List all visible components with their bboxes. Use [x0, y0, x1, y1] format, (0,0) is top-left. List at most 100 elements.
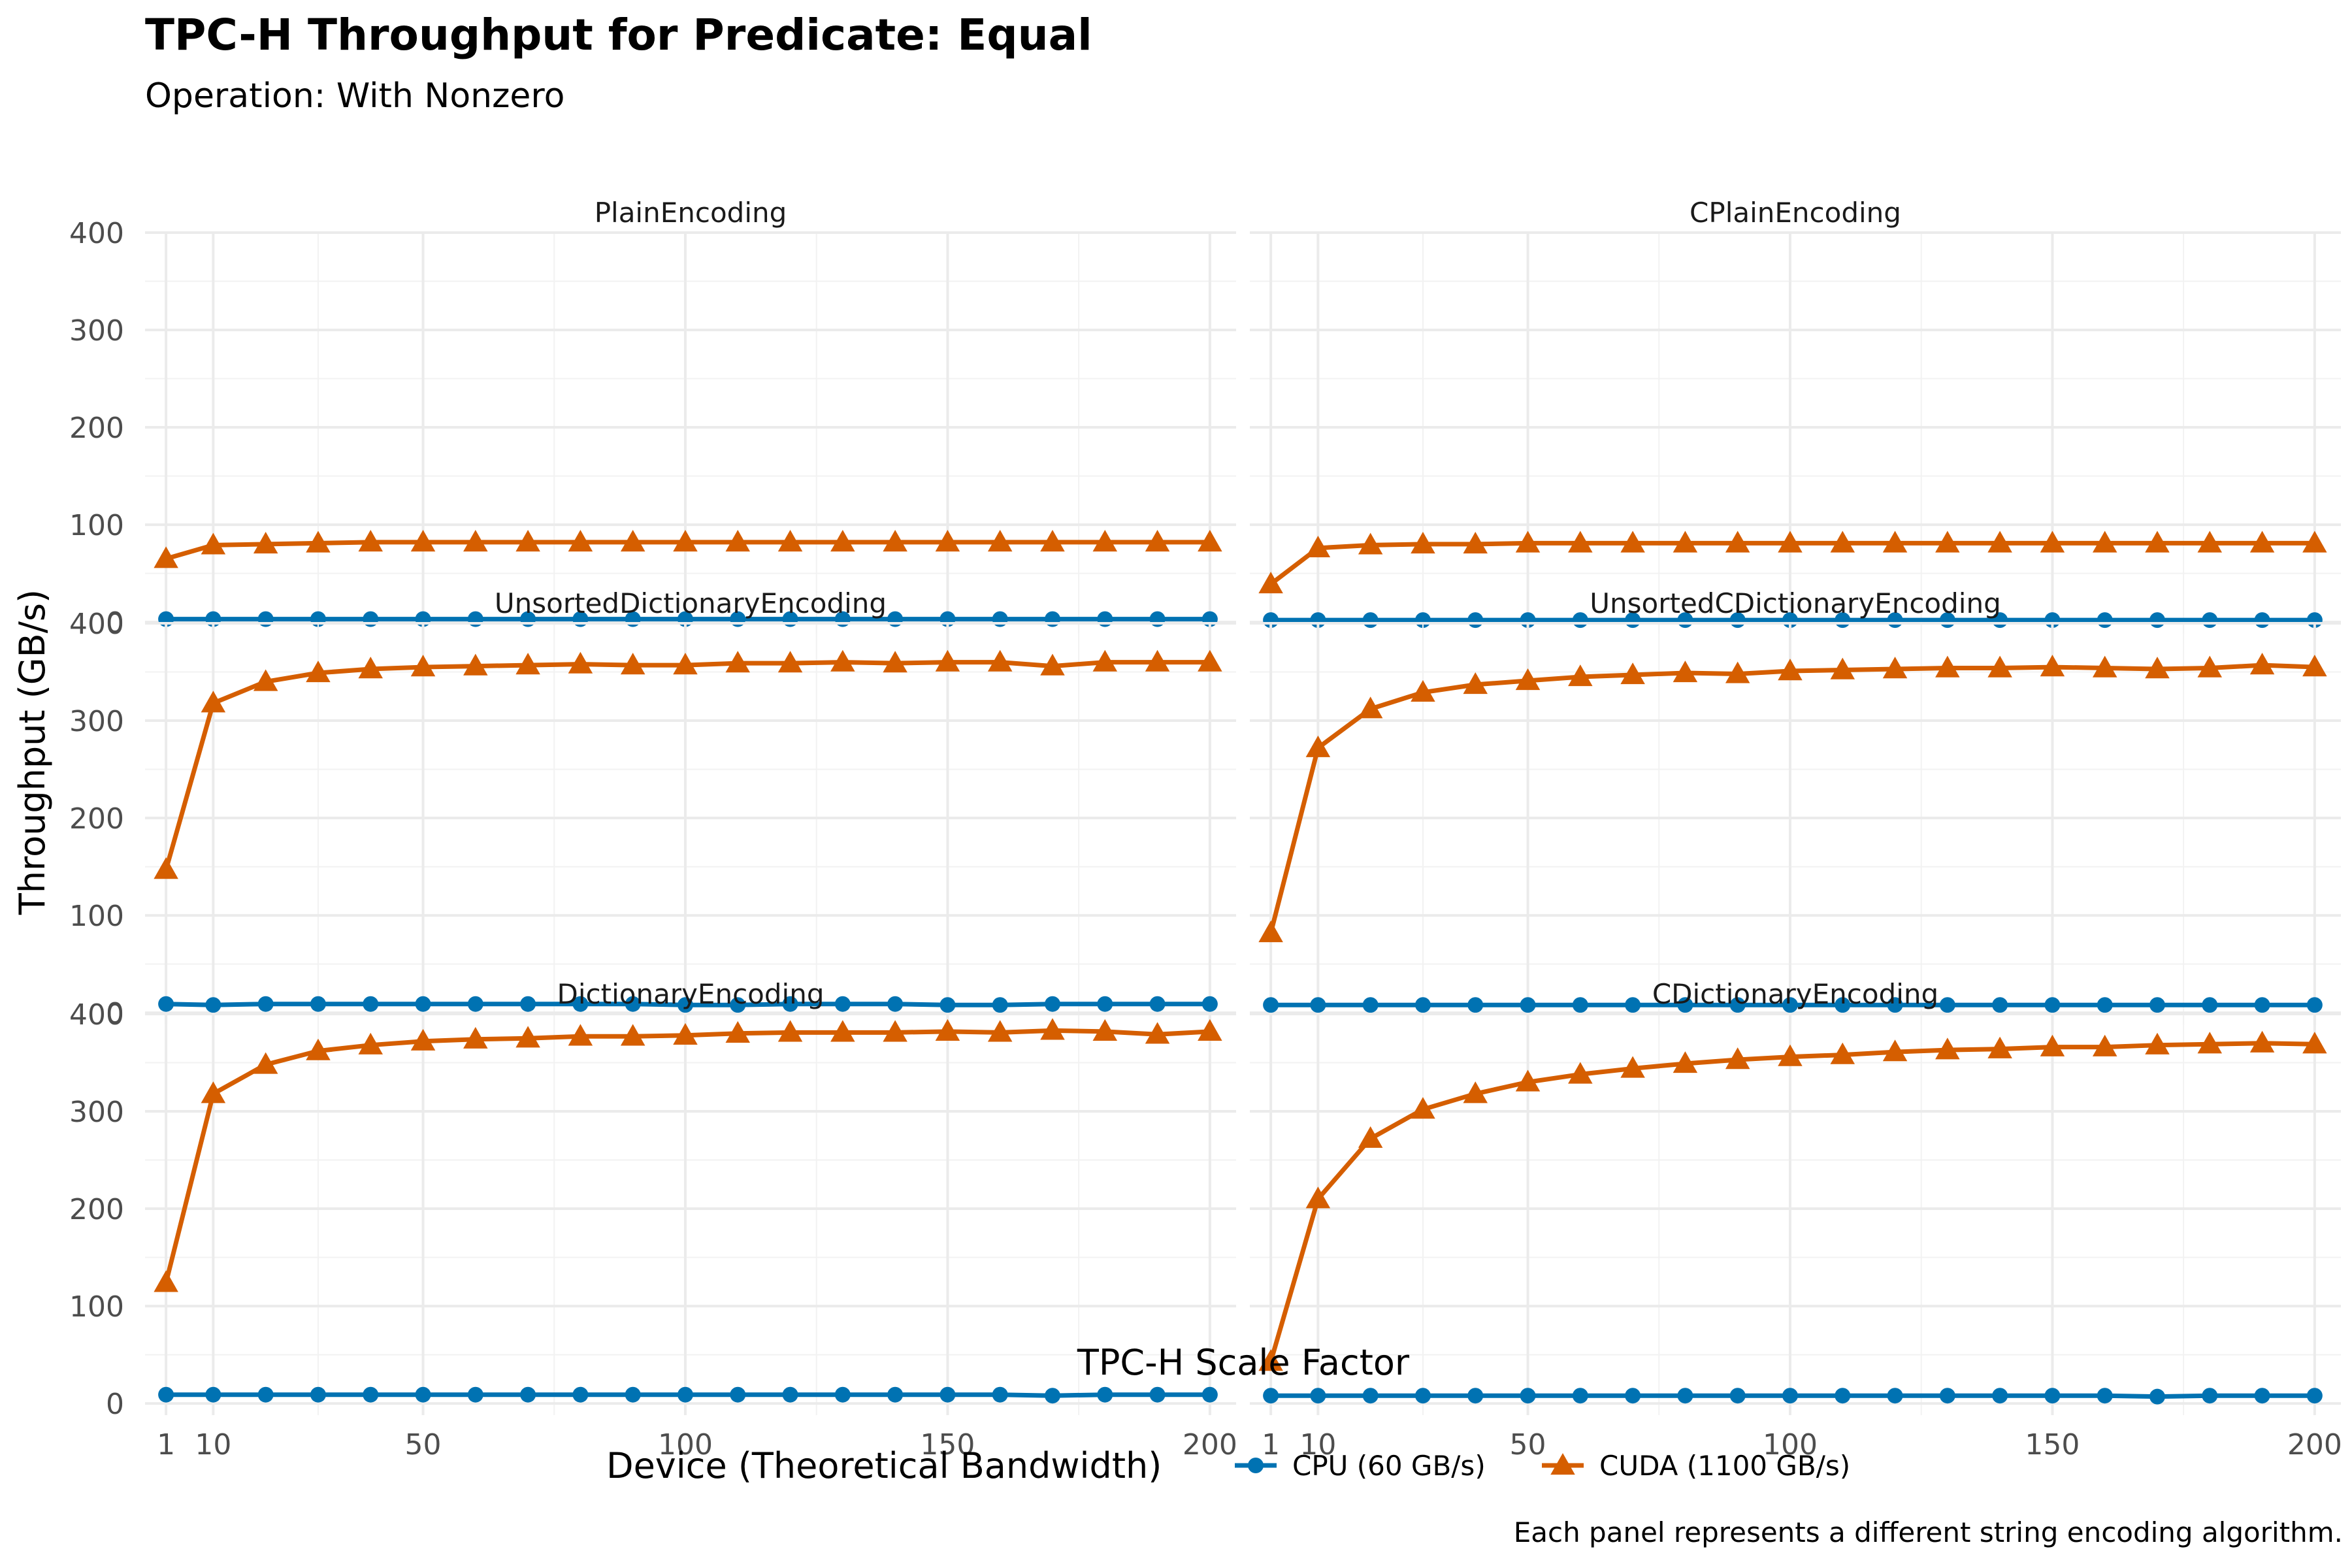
data-point-cpu — [834, 1386, 851, 1403]
panel-dictionaryencoding: DictionaryEncoding 0 100 200 300 400 1 10 50 100 1… — [69, 978, 1237, 1462]
data-point-cpu — [257, 611, 274, 627]
data-point-cuda — [777, 651, 803, 673]
data-point-cpu — [467, 611, 483, 627]
data-point-cuda — [2040, 655, 2065, 677]
data-point-cpu — [1362, 1388, 1379, 1404]
y-tick-label: 400 — [69, 608, 124, 641]
data-point-cpu — [1149, 996, 1166, 1012]
data-point-cuda — [777, 1020, 803, 1042]
data-point-cuda — [1882, 1039, 1908, 1062]
data-point-cuda — [2145, 1032, 2170, 1054]
x-tick-label: 200 — [1183, 1428, 1237, 1462]
data-point-cuda — [1358, 532, 1383, 555]
data-point-cuda — [2092, 1034, 2117, 1056]
x-tick-label: 10 — [1299, 1428, 1336, 1462]
data-point-cuda — [2302, 655, 2327, 677]
data-point-cpu — [2097, 1388, 2113, 1404]
data-point-cuda — [830, 1020, 855, 1042]
data-point-cpu — [2044, 997, 2061, 1013]
legend-entry-cpu: CPU (60 GB/s) — [1235, 1450, 1486, 1482]
data-point-cuda — [1258, 572, 1283, 594]
data-point-cpu — [1201, 996, 1218, 1012]
data-point-cpu — [1044, 1388, 1060, 1404]
data-point-cuda — [1145, 530, 1170, 552]
data-point-cpu — [2254, 612, 2270, 629]
x-tick-label: 100 — [1763, 1428, 1818, 1462]
data-point-cpu — [205, 1386, 221, 1403]
legend-key-marker — [1550, 1453, 1575, 1475]
data-point-cuda — [1040, 530, 1065, 552]
data-point-cuda — [201, 532, 226, 555]
data-point-cpu — [1939, 1388, 1955, 1404]
data-point-cpu — [572, 996, 589, 1012]
y-tick-label: 0 — [106, 1388, 124, 1421]
data-point-cuda — [1463, 531, 1488, 554]
data-point-cuda — [2145, 657, 2170, 679]
data-point-cpu — [158, 1386, 174, 1403]
data-point-cuda — [358, 657, 383, 679]
data-point-cpu — [1310, 997, 1326, 1013]
data-point-cuda — [1830, 1042, 1855, 1064]
panel-cplainencoding: CPlainEncoding — [1250, 197, 2341, 634]
data-point-cpu — [992, 611, 1008, 627]
data-point-cpu — [572, 1386, 589, 1403]
data-point-cuda — [1040, 1018, 1065, 1040]
data-point-cpu — [1782, 997, 1798, 1013]
data-point-cuda — [568, 530, 593, 552]
data-point-cuda — [1568, 664, 1593, 687]
data-point-cuda — [2092, 655, 2117, 678]
data-point-cuda — [1305, 1186, 1331, 1209]
data-point-cuda — [725, 530, 751, 552]
data-point-cuda — [463, 1026, 488, 1049]
data-point-cuda — [1987, 1036, 2012, 1058]
x-tick-label: 50 — [405, 1428, 442, 1462]
data-point-cuda — [1882, 657, 1908, 679]
y-tick-label: 200 — [69, 412, 124, 445]
data-point-cuda — [1145, 1022, 1170, 1044]
data-point-cuda — [201, 691, 226, 713]
y-tick-label: 400 — [69, 217, 124, 250]
data-point-cpu — [2306, 1388, 2323, 1404]
data-point-cpu — [1310, 1388, 1326, 1404]
data-point-cuda — [410, 1028, 436, 1051]
data-point-cuda — [1725, 531, 1750, 553]
data-point-cuda — [1935, 1037, 1960, 1060]
data-point-cuda — [1411, 1097, 1435, 1119]
data-point-cuda — [1258, 921, 1283, 943]
data-point-cuda — [620, 1024, 645, 1046]
data-point-cpu — [1625, 1388, 1641, 1404]
series-line-cuda — [1268, 1041, 2315, 1363]
y-axis-title: Throughput (GB/s) — [12, 589, 53, 915]
data-point-cuda — [1040, 653, 1065, 676]
data-point-cpu — [1677, 1388, 1693, 1404]
data-point-cpu — [992, 1386, 1008, 1403]
data-point-cpu — [205, 997, 221, 1013]
data-point-cuda — [1463, 1081, 1488, 1103]
data-point-cpu — [2149, 997, 2165, 1013]
data-point-cpu — [1362, 997, 1379, 1013]
data-point-cuda — [2249, 1030, 2275, 1053]
data-point-cuda — [830, 530, 855, 552]
data-point-cuda — [725, 651, 751, 673]
chart-subtitle: Operation: With Nonzero — [145, 76, 564, 116]
data-point-cpu — [2202, 1388, 2218, 1404]
data-point-cuda — [777, 530, 803, 552]
data-point-cpu — [415, 996, 431, 1012]
data-point-cuda — [1305, 535, 1331, 558]
legend-label: CUDA (1100 GB/s) — [1599, 1450, 1850, 1482]
data-point-cuda — [1092, 530, 1118, 552]
data-point-cuda — [673, 1022, 698, 1045]
data-point-cpu — [1097, 1386, 1113, 1403]
y-tick-label: 300 — [69, 1096, 124, 1129]
y-tick-label: 0 — [106, 606, 124, 640]
data-point-cpu — [1520, 997, 1536, 1013]
data-point-cuda — [1092, 649, 1118, 672]
panel-strip-label: UnsortedCDictionaryEncoding — [1590, 587, 2001, 619]
data-point-cpu — [2306, 997, 2323, 1013]
data-point-cpu — [467, 996, 483, 1012]
data-point-cuda — [620, 653, 645, 675]
data-point-cuda — [2197, 1032, 2223, 1054]
data-point-cuda — [201, 1081, 226, 1103]
data-point-cpu — [1782, 1388, 1798, 1404]
data-point-cpu — [1992, 997, 2008, 1013]
